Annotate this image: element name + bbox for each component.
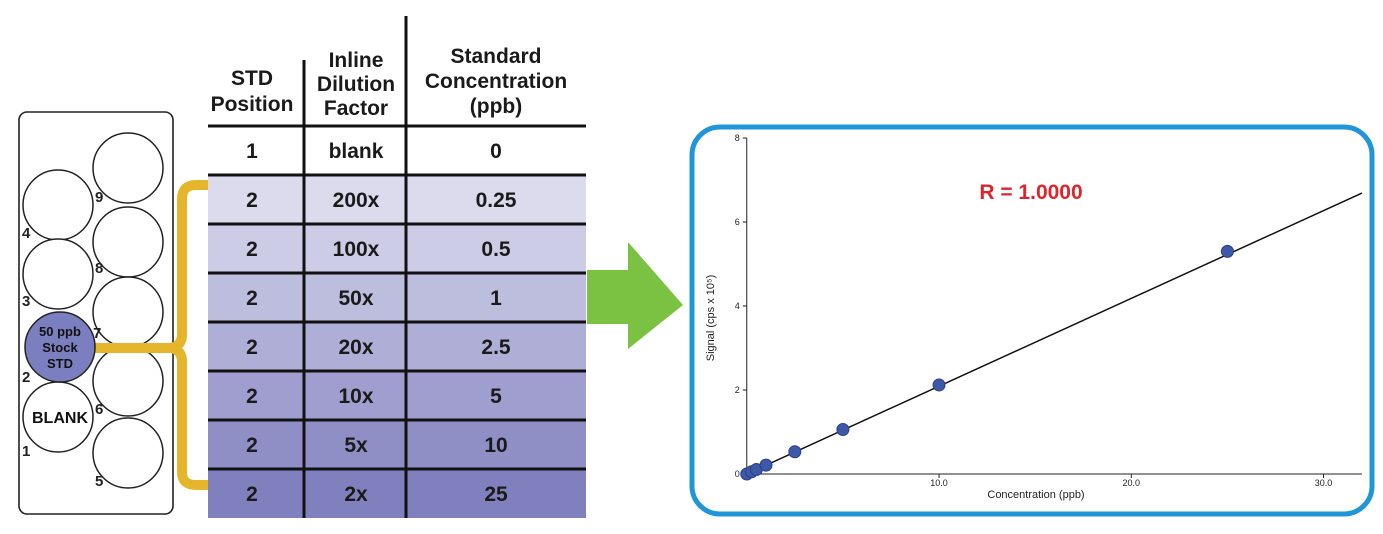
rack-number-3: 3 — [22, 293, 30, 310]
table-body: 1 blank 0 2 200x 0.25 2 100x 0.5 2 50x 1 2 20x 2.5 2 10x… — [208, 124, 586, 506]
table-cell: 2 — [246, 287, 258, 310]
rack-number-2: 2 — [22, 369, 30, 386]
rack-well-8 — [92, 206, 164, 278]
stock-label-line-1: 50 ppb — [39, 324, 81, 339]
rack-well-5 — [92, 417, 164, 489]
table-cell: 1 — [490, 287, 502, 310]
table-cell: 2 — [246, 385, 258, 408]
rack-number-8: 8 — [95, 260, 103, 277]
table-cell: 2 — [246, 189, 258, 212]
y-tick-label: 6 — [735, 217, 740, 227]
rack-number-4: 4 — [22, 225, 31, 242]
chart-axes: 10.0 20.0 30.0 0 2 4 6 8 — [735, 133, 1362, 488]
dilution-table: STD Position Inline Dilution Factor Stan… — [208, 16, 586, 518]
stock-label-line-2: Stock — [42, 340, 78, 355]
header-std-position-line-2: Position — [211, 93, 294, 116]
table-row-band — [208, 224, 586, 273]
y-tick-label: 8 — [735, 133, 740, 143]
chart-marks — [740, 192, 1363, 481]
data-point — [836, 422, 850, 436]
arrow-icon — [587, 242, 683, 349]
stock-std-well — [24, 311, 96, 383]
rack-well-7 — [92, 276, 164, 348]
data-point — [759, 458, 773, 472]
table-row-band — [208, 322, 586, 371]
rack-well-9 — [92, 132, 164, 204]
table-row-bands — [208, 175, 586, 518]
header-dilution-line-3: Factor — [324, 97, 388, 120]
calibration-chart: 10.0 20.0 30.0 0 2 4 6 8 R = 1.0000 Concentrati… — [705, 133, 1363, 501]
y-tick-label: 4 — [735, 301, 740, 311]
y-tick-label: 0 — [735, 469, 740, 479]
rack-number-9: 9 — [95, 189, 103, 206]
x-tick-label: 10.0 — [930, 478, 948, 488]
table-cell: 25 — [484, 483, 508, 506]
table-cell: 10 — [484, 434, 507, 457]
table-cell: 10x — [338, 385, 373, 408]
blank-label: BLANK — [32, 410, 88, 427]
header-concentration-line-2: Concentration — [425, 70, 567, 93]
rack-number-6: 6 — [95, 401, 103, 418]
table-row-band — [208, 273, 586, 322]
table-row-band — [208, 420, 586, 469]
data-point — [1220, 244, 1234, 258]
table-cell: 20x — [338, 336, 373, 359]
table-cell: 5 — [490, 385, 502, 408]
header-std-position-line-1: STD — [231, 67, 273, 90]
table-cell: 0 — [490, 140, 502, 163]
table-cell: 0.25 — [476, 189, 517, 212]
header-dilution-line-2: Dilution — [317, 73, 395, 96]
rack-well-3 — [22, 238, 94, 310]
correlation-annotation: R = 1.0000 — [979, 181, 1082, 204]
yellow-bracket — [167, 180, 208, 490]
table-cell: blank — [329, 140, 384, 163]
table-cell: 50x — [338, 287, 373, 310]
table-row-band — [208, 175, 586, 224]
x-tick-label: 30.0 — [1315, 478, 1333, 488]
x-tick-label: 20.0 — [1123, 478, 1141, 488]
y-axis-label: Signal (cps x 10⁵) — [705, 275, 717, 362]
table-cell: 1 — [246, 140, 258, 163]
table-cell: 2 — [246, 434, 258, 457]
table-cell: 100x — [333, 238, 380, 261]
table-cell: 2 — [246, 238, 258, 261]
table-cell: 2.5 — [481, 336, 511, 359]
table-row-band — [208, 371, 586, 420]
data-point — [788, 445, 802, 459]
rack-well-6 — [92, 345, 164, 417]
fit-line — [746, 192, 1363, 475]
table-cell: 2 — [246, 336, 258, 359]
rack-number-5: 5 — [95, 473, 103, 490]
header-dilution-line-1: Inline — [329, 49, 384, 72]
data-point — [932, 378, 946, 392]
rack-well-4 — [22, 169, 94, 241]
header-concentration-line-3: (ppb) — [470, 95, 522, 118]
table-cell: 5x — [344, 434, 368, 457]
y-tick-label: 2 — [735, 385, 740, 395]
chart-frame — [689, 124, 1375, 517]
sample-rack: 50 ppb Stock STD BLANK 9 4 8 3 7 2 6 1 5 — [18, 111, 208, 515]
rack-number-1: 1 — [22, 443, 30, 460]
x-axis-label: Concentration (ppb) — [987, 489, 1084, 501]
table-cell: 2 — [246, 483, 258, 506]
table-cell: 200x — [333, 189, 380, 212]
rack-number-7: 7 — [93, 325, 101, 342]
table-row-band — [208, 469, 586, 518]
header-concentration-line-1: Standard — [450, 45, 541, 68]
table-cell: 0.5 — [481, 238, 511, 261]
table-cell: 2x — [344, 483, 368, 506]
stock-label-line-3: STD — [47, 356, 73, 371]
